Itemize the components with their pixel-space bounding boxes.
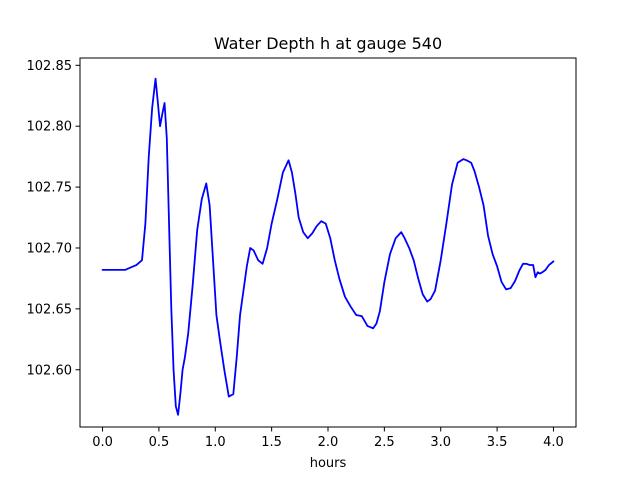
x-tick-label: 1.5	[261, 435, 282, 450]
x-tick-label: 4.0	[543, 435, 564, 450]
x-tick-label: 0.0	[92, 435, 113, 450]
y-tick-label: 102.85	[27, 59, 73, 74]
series-line-0	[101, 77, 555, 416]
axes: 0.0 0.5 1.0 1.5 2.0 2.5 3.0 3.5 4.0 102.60 102.65 1…	[27, 57, 577, 450]
x-axis-label: hours	[310, 456, 347, 471]
x-tick-label: 1.0	[205, 435, 226, 450]
y-tick-label: 102.60	[27, 363, 73, 378]
x-tick-label: 0.5	[149, 435, 170, 450]
y-tick-label: 102.75	[27, 181, 73, 196]
chart-title: Water Depth h at gauge 540	[214, 34, 442, 53]
x-tick-label: 2.0	[318, 435, 339, 450]
plot-area	[101, 77, 555, 416]
x-tick-label: 2.5	[374, 435, 395, 450]
y-tick-label: 102.70	[27, 241, 73, 256]
x-tick-label: 3.0	[430, 435, 451, 450]
x-tick-label: 3.5	[487, 435, 508, 450]
y-tick-label: 102.80	[27, 120, 73, 135]
y-tick-label: 102.65	[27, 302, 73, 317]
